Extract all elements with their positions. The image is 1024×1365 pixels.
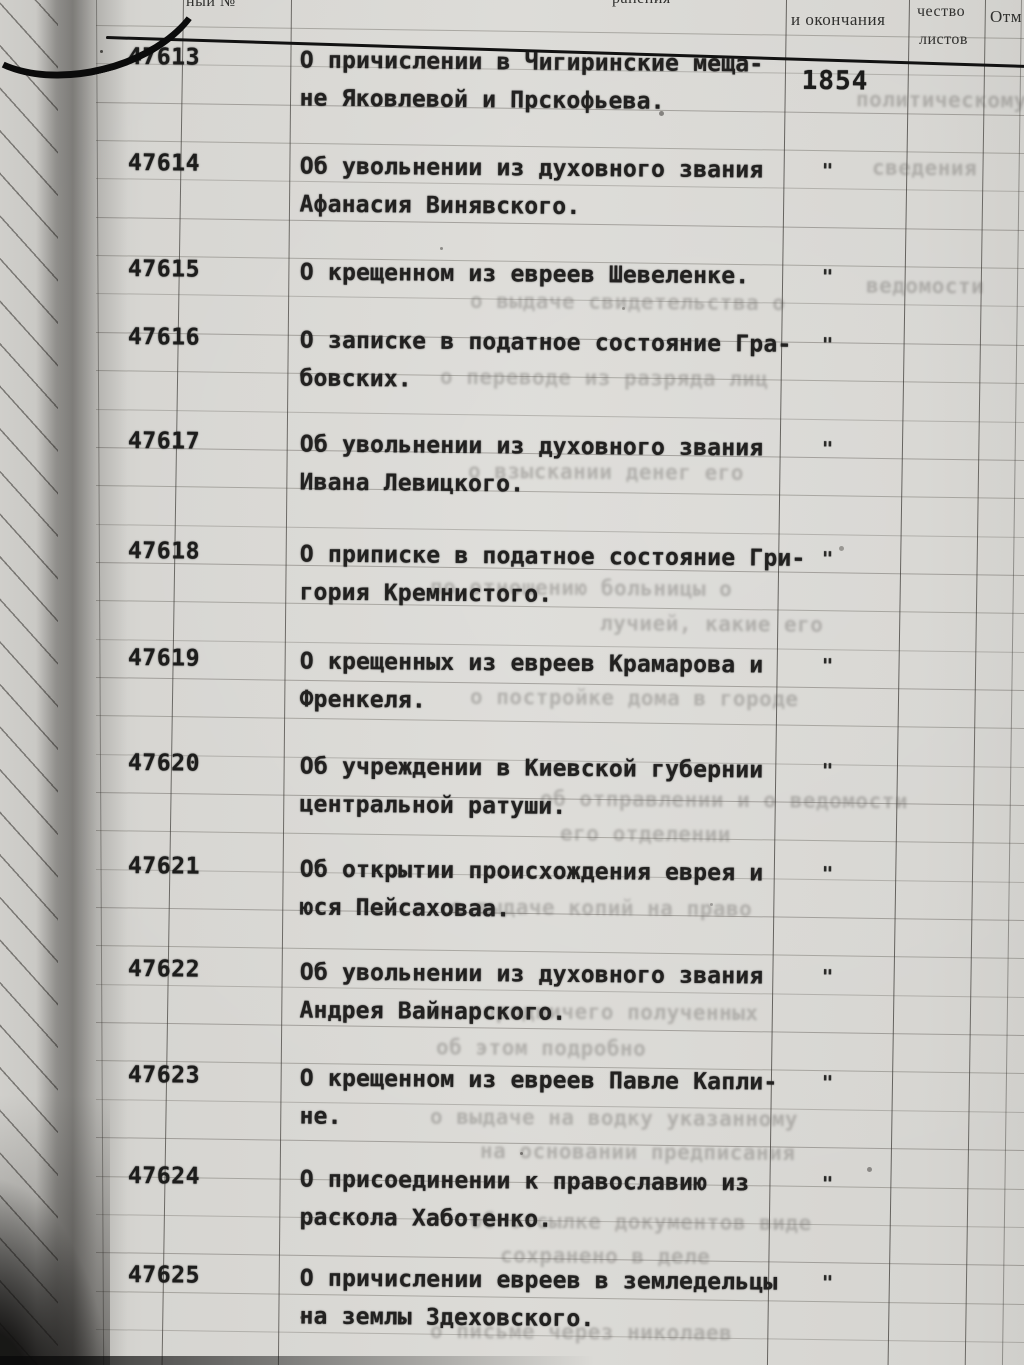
- case-title-line1: Об увольнении из духовного звания: [299, 153, 764, 184]
- case-title-line1: О записке в податное состояние Гра-: [299, 327, 792, 358]
- ditto-mark: ": [821, 1272, 834, 1295]
- ditto-mark: ": [821, 655, 834, 678]
- case-title-line1: Об открытии происхождения еврея и: [299, 856, 764, 887]
- register-row: 47625 О причислении евреев в земледельцы н…: [0, 1261, 1024, 1356]
- register-row: 47622 Об увольнении из духовного звания Ан…: [0, 955, 1024, 1050]
- case-title-line1: О крещенных из евреев Крамарова и: [299, 648, 764, 679]
- register-row: 47613 О причислении в Чигиринские меща-не…: [0, 43, 1024, 138]
- register-row: 47614 Об увольнении из духовного звания Аф…: [0, 149, 1024, 244]
- case-number: 47620: [127, 750, 201, 777]
- register-row: 47620 Об учреждении в Киевской губернии це…: [0, 749, 1024, 844]
- case-title-line1: О присоединении к православию из: [299, 1166, 750, 1197]
- case-title-line1: Об увольнении из духовного звания: [299, 959, 764, 990]
- case-title-line2: на землы Здеховского.: [299, 1303, 595, 1333]
- case-title-line1: О приписке в податное состояние Гри-: [299, 541, 806, 572]
- register-row: 47623 О крещенном из евреев Павле Капли-н…: [0, 1061, 1024, 1156]
- case-title-line1: О причислении в Чигиринские меща-: [299, 47, 764, 78]
- column-header-sheets-line1: чество: [917, 3, 966, 20]
- bottom-page-edge: [0, 1356, 594, 1365]
- case-number: 47624: [127, 1163, 201, 1190]
- left-edge-shade: [0, 1005, 110, 1365]
- case-title-line2: Афанасия Винявского.: [299, 191, 581, 220]
- ditto-mark: ": [821, 1072, 834, 1095]
- ditto-mark: ": [821, 438, 834, 461]
- case-title-line2: юся Пейсаховаа.: [299, 894, 511, 923]
- case-number: 47616: [127, 324, 201, 351]
- case-number: 47615: [127, 256, 201, 283]
- case-year: 1854: [801, 65, 869, 97]
- case-title-line1: Об увольнении из духовного звания: [299, 431, 764, 462]
- ditto-mark: ": [821, 334, 834, 357]
- register-row: 47618 О приписке в податное состояние Гри…: [0, 537, 1024, 632]
- case-number: 47625: [127, 1262, 201, 1289]
- case-title-line2: Френкеля.: [299, 686, 427, 714]
- ditto-mark: ": [821, 966, 834, 989]
- register-row: 47621 Об открытии происхождения еврея и юс…: [0, 852, 1024, 947]
- register-row: 47616 О записке в податное состояние Гра-…: [0, 323, 1024, 418]
- case-title-line2: гория Кремнистого.: [299, 579, 553, 608]
- register-row: 47617 Об увольнении из духовного звания Ив…: [0, 427, 1024, 522]
- case-number: 47621: [127, 853, 201, 880]
- ink-specks: [100, 50, 103, 53]
- case-number: 47622: [127, 956, 201, 983]
- case-number: 47617: [127, 428, 201, 455]
- column-header-sheets-line2: листов: [919, 31, 968, 48]
- ditto-mark: ": [821, 1173, 834, 1196]
- ruled-line: [95, 523, 1024, 538]
- register-row: 47624 О присоединении к православию из рас…: [0, 1162, 1024, 1257]
- case-title-line2: не.: [299, 1103, 342, 1130]
- column-header-title: ранения: [612, 0, 671, 8]
- column-header-number: ный №: [186, 0, 236, 10]
- case-number: 47614: [127, 150, 201, 177]
- case-title-line1: О крещенном из евреев Шевеленке.: [299, 259, 750, 290]
- case-title-line2: раскола Хаботенко.: [299, 1204, 553, 1233]
- case-number: 47623: [127, 1062, 201, 1089]
- bottom-left-shadow: [0, 1175, 116, 1365]
- case-number: 47618: [127, 538, 201, 565]
- column-header-dates: и окончания: [791, 10, 886, 29]
- case-title-line2: центральной ратуши.: [299, 791, 567, 820]
- column-header-notes: Отм: [990, 7, 1022, 26]
- binding-gutter-shadow: [36, 0, 128, 1365]
- case-title-line2: Андрея Вайнарского.: [299, 997, 567, 1026]
- case-title-line1: О причислении евреев в земледельцы: [299, 1265, 778, 1296]
- case-title-line2: Ивана Левицкого.: [299, 469, 525, 498]
- ditto-mark: ": [821, 266, 834, 289]
- case-title-line1: О крещенном из евреев Павле Капли-: [299, 1065, 778, 1096]
- ditto-mark: ": [821, 863, 834, 886]
- register-row: 47619 О крещенных из евреев Крамарова и Фр…: [0, 644, 1024, 739]
- ditto-mark: ": [821, 760, 834, 783]
- ditto-mark: ": [821, 548, 834, 571]
- ditto-mark: ": [821, 160, 834, 183]
- case-title-line2: бовских.: [299, 365, 413, 393]
- case-title-line1: Об учреждении в Киевской губернии: [299, 753, 764, 784]
- case-title-line2: не Яковлевой и Прскофьева.: [299, 85, 665, 115]
- case-number: 47619: [127, 645, 201, 672]
- previous-page-edge: [0, 0, 58, 1365]
